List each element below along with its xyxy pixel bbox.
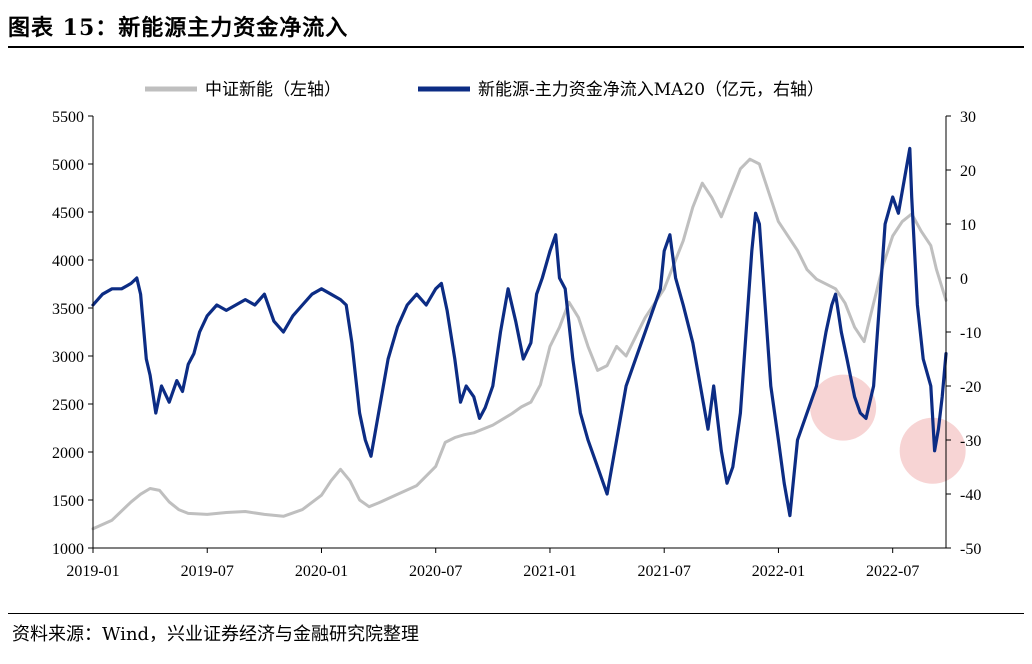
- title-rule: [8, 46, 1024, 48]
- x-tick-label: 2019-07: [181, 563, 234, 580]
- x-tick-label: 2020-07: [409, 563, 462, 580]
- x-tick-label: 2022-07: [866, 563, 919, 580]
- highlight-circle-2: [899, 417, 966, 484]
- y-right-tick-label: 0: [960, 271, 968, 288]
- annotation-layer: [810, 374, 966, 484]
- legend: 中证新能（左轴） 新能源-主力资金净流入MA20（亿元，右轴）: [145, 80, 824, 100]
- x-tick-label: 2022-01: [752, 563, 805, 580]
- series-layer: [91, 146, 948, 531]
- y-right-tick-label: 10: [960, 217, 976, 234]
- x-tick-label: 2021-07: [638, 563, 691, 580]
- y-left-tick-label: 1000: [52, 541, 84, 558]
- y-left-tick-label: 3000: [52, 349, 84, 366]
- series-line-net-inflow-ma20: [91, 146, 948, 518]
- x-tick-label: 2019-01: [66, 563, 119, 580]
- y-left-tick-label: 5500: [52, 109, 84, 126]
- legend-label-2: 新能源-主力资金净流入MA20（亿元，右轴）: [478, 80, 824, 100]
- y-right-tick-label: 30: [960, 109, 976, 126]
- axes-layer: 1000 1500 2000 2500 3000 3500 4000 4500 5000 5500…: [52, 109, 981, 580]
- source-rule: [8, 613, 1024, 614]
- net-inflow-chart: 1000 1500 2000 2500 3000 3500 4000 4500 5000 5500…: [52, 80, 981, 580]
- x-tick-label: 2021-01: [523, 563, 576, 580]
- figure-title: 图表 15：新能源主力资金净流入: [8, 15, 349, 41]
- series-line-csi-new-energy: [91, 157, 948, 531]
- y-right-tick-label: -10: [960, 325, 981, 342]
- highlight-circle-1: [810, 374, 877, 441]
- y-right-tick-label: -30: [960, 433, 981, 450]
- legend-label-1: 中证新能（左轴）: [205, 80, 341, 100]
- x-tick-label: 2020-01: [295, 563, 348, 580]
- source-note: 资料来源：Wind，兴业证券经济与金融研究院整理: [12, 624, 420, 645]
- y-left-tick-label: 1500: [52, 493, 84, 510]
- y-right-tick-label: -50: [960, 541, 981, 558]
- y-left-tick-label: 5000: [52, 157, 84, 174]
- y-right-tick-label: -20: [960, 379, 981, 396]
- y-left-tick-label: 4000: [52, 253, 84, 270]
- y-left-tick-label: 4500: [52, 205, 84, 222]
- y-left-tick-label: 2000: [52, 445, 84, 462]
- y-left-tick-label: 3500: [52, 301, 84, 318]
- y-left-tick-label: 2500: [52, 397, 84, 414]
- y-right-tick-label: -40: [960, 487, 981, 504]
- y-right-tick-label: 20: [960, 163, 976, 180]
